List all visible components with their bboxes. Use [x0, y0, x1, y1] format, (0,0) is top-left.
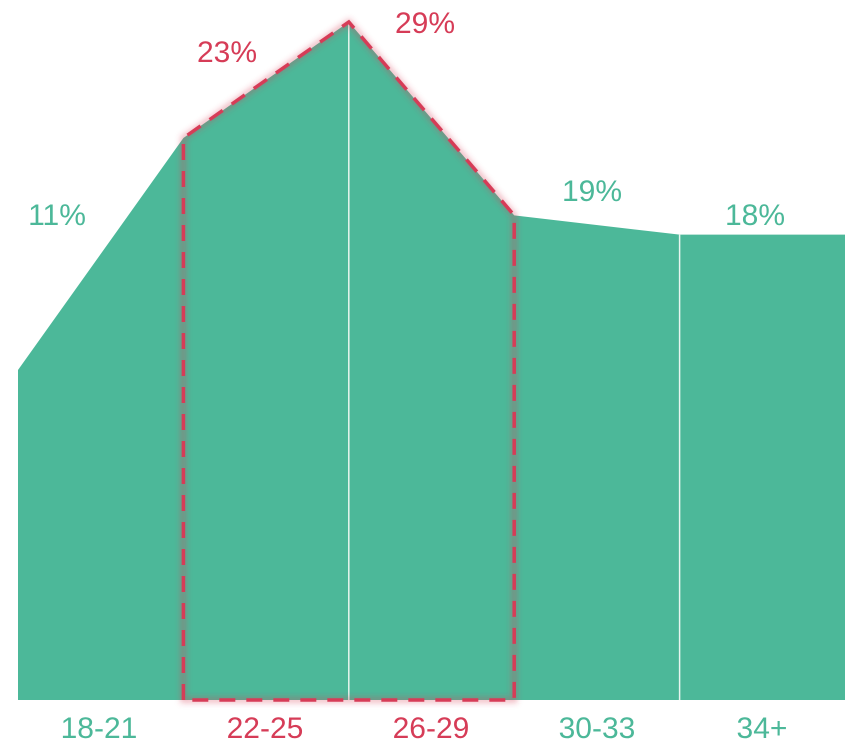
- highlight-layer: [180, 17, 518, 703]
- value-label-18-21: 11%: [28, 199, 86, 232]
- highlight-outline: [181, 19, 516, 702]
- value-label-26-29: 29%: [395, 7, 455, 40]
- label-layer: 11% 18-21 23% 22-25 29% 26-29 19% 30-33 18% 34+: [28, 7, 787, 745]
- category-label-22-25: 22-25: [227, 712, 304, 745]
- category-label-26-29: 26-29: [393, 712, 470, 745]
- category-label-18-21: 18-21: [61, 712, 138, 745]
- area-fill: [18, 22, 845, 700]
- area-layer: [18, 22, 845, 700]
- value-label-22-25: 23%: [197, 36, 257, 69]
- category-label-30-33: 30-33: [559, 712, 636, 745]
- value-label-30-33: 19%: [562, 175, 622, 208]
- value-label-34+: 18%: [725, 199, 785, 232]
- divider-layer: [348, 22, 681, 700]
- category-label-34+: 34+: [737, 712, 788, 745]
